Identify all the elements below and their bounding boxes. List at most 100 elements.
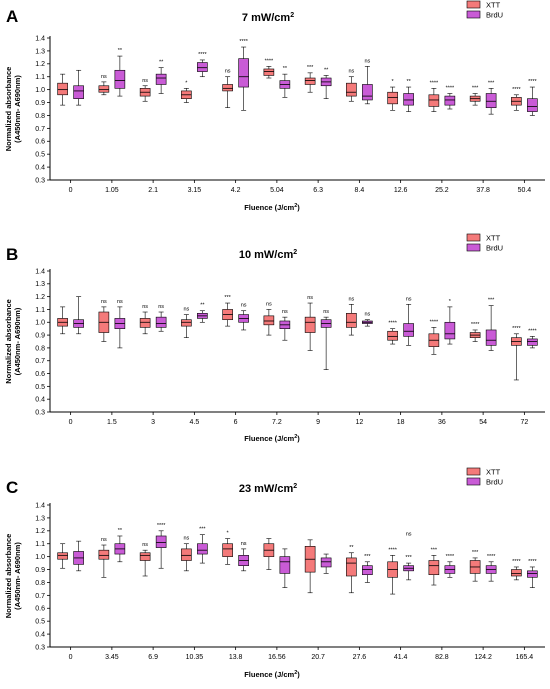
box-xtt <box>98 306 110 342</box>
y-axis-label-units: (A450nm- A690nm) <box>13 542 22 610</box>
box-body <box>387 330 398 341</box>
significance-label: *** <box>405 555 412 561</box>
box-xtt <box>263 66 275 79</box>
box-body <box>444 95 456 106</box>
box-body <box>304 77 316 85</box>
box-brdu <box>238 46 249 111</box>
legend-swatch-brdu <box>466 10 481 19</box>
y-tick-label: 1.0 <box>35 87 45 94</box>
x-tick-label: 16.56 <box>268 654 286 661</box>
x-tick-label: 5.04 <box>270 187 284 194</box>
x-tick-label: 13.8 <box>229 654 243 661</box>
significance-label: * <box>449 299 452 305</box>
significance-label: ns <box>142 304 148 310</box>
x-tick-label: 37.8 <box>476 187 490 194</box>
significance-label: ns <box>282 309 288 315</box>
box-brdu <box>238 548 249 572</box>
box-brdu <box>362 66 373 105</box>
significance-label: *** <box>472 86 479 92</box>
significance-label: ns <box>323 309 329 315</box>
y-tick-label: 1.2 <box>35 61 45 68</box>
significance-label: ns <box>364 58 370 64</box>
significance-label: **** <box>446 554 455 560</box>
box-xtt <box>511 94 522 111</box>
box-xtt <box>304 72 316 93</box>
box-brdu <box>444 561 456 578</box>
significance-label: ns <box>364 312 370 318</box>
box-xtt <box>428 327 440 355</box>
box-body <box>263 315 275 326</box>
box-body <box>155 73 167 85</box>
y-tick-label: 1.4 <box>35 268 45 275</box>
y-axis-label: Normalized absorbance <box>4 534 13 619</box>
significance-label: ** <box>118 528 123 534</box>
box-brdu <box>444 306 456 345</box>
box-xtt <box>263 538 275 570</box>
box-brdu <box>114 306 126 349</box>
y-tick-label: 0.8 <box>35 345 45 352</box>
x-tick-label: 9 <box>316 419 320 426</box>
significance-label: ** <box>324 67 329 73</box>
y-axis-label: Normalized absorbance <box>4 67 13 152</box>
box-xtt <box>469 93 481 106</box>
significance-label: **** <box>528 79 537 85</box>
legend-swatch-brdu <box>466 243 481 252</box>
box-xtt <box>387 328 398 345</box>
box-xtt <box>222 538 233 565</box>
box-brdu <box>197 534 208 564</box>
y-tick-label: 0.7 <box>35 358 45 365</box>
significance-label: * <box>185 80 188 86</box>
box-body <box>362 565 373 576</box>
x-tick-label: 4.5 <box>190 419 200 426</box>
significance-label: **** <box>512 326 521 332</box>
x-tick-label: 41.4 <box>394 654 408 661</box>
box-body <box>114 69 126 89</box>
y-tick-label: 1.4 <box>35 35 45 42</box>
box-body <box>346 557 357 577</box>
x-tick-label: 50.4 <box>518 187 532 194</box>
y-axis-label: Normalized absorbance <box>4 299 13 384</box>
x-tick-label: 6.9 <box>148 654 158 661</box>
box-brdu <box>362 561 373 583</box>
box-body <box>346 312 357 328</box>
box-xtt <box>428 88 440 112</box>
significance-label: **** <box>430 319 439 325</box>
y-tick-label: 1.0 <box>35 554 45 561</box>
significance-label: ns <box>117 299 123 305</box>
box-body <box>362 84 373 101</box>
x-tick-label: 124.2 <box>474 654 492 661</box>
y-tick-label: 0.7 <box>35 126 45 133</box>
box-brdu <box>403 304 414 346</box>
significance-label: **** <box>239 39 248 45</box>
x-tick-label: 72 <box>520 419 528 426</box>
significance-label: *** <box>224 295 231 301</box>
significance-label: *** <box>431 547 438 553</box>
significance-label: **** <box>512 559 521 565</box>
x-axis-label: Fluence (J/cm2) <box>244 670 300 679</box>
box-body <box>485 329 497 346</box>
y-tick-label: 0.4 <box>35 631 45 638</box>
box-xtt <box>181 88 192 103</box>
box-body <box>304 316 316 333</box>
significance-label: ns <box>158 304 164 310</box>
significance-label: *** <box>472 550 479 556</box>
x-tick-label: 18 <box>397 419 405 426</box>
box-brdu <box>485 561 497 582</box>
box-xtt <box>469 557 481 582</box>
x-tick-label: 3 <box>151 419 155 426</box>
significance-label: ns <box>406 296 412 302</box>
x-tick-label: 0 <box>69 187 73 194</box>
box-body <box>98 85 110 93</box>
significance-label: **** <box>157 523 166 529</box>
significance-label: ** <box>349 545 354 551</box>
x-tick-label: 8.4 <box>355 187 365 194</box>
box-xtt <box>511 566 522 581</box>
panel-letter: C <box>6 478 18 497</box>
box-xtt <box>304 539 316 594</box>
legend-swatch-xtt <box>466 467 481 476</box>
y-axis-label-units: (A450nm- A690nm) <box>13 307 22 375</box>
y-tick-label: 0.8 <box>35 113 45 120</box>
box-xtt <box>98 81 110 96</box>
box-brdu <box>155 530 167 569</box>
